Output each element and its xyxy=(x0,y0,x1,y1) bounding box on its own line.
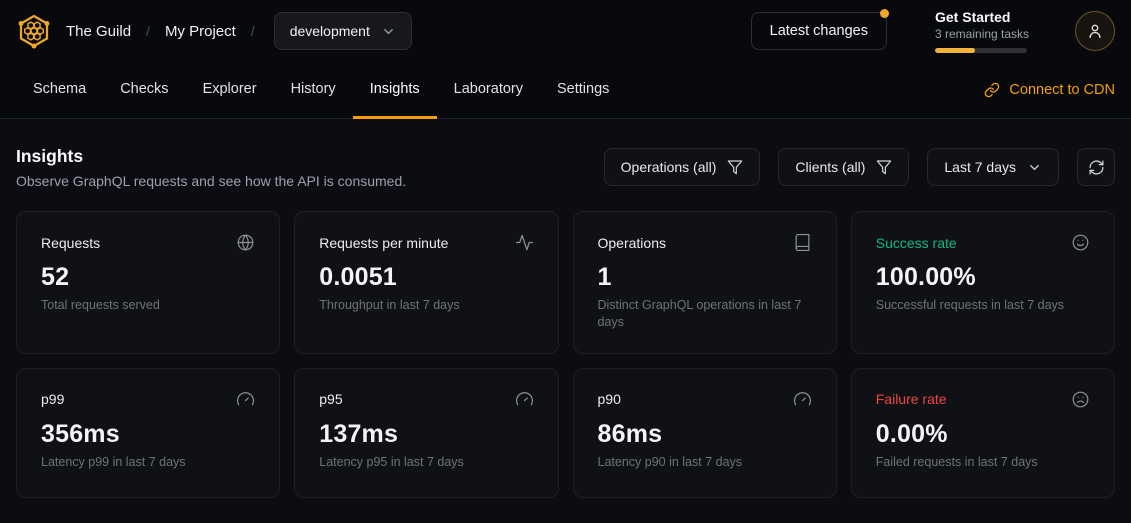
gauge-icon xyxy=(515,390,534,409)
stat-card-failure-rate: Failure rate 0.00% Failed requests in last… xyxy=(850,367,1115,498)
tab-schema[interactable]: Schema xyxy=(33,81,87,97)
card-title: Operations xyxy=(597,234,666,251)
card-title: p99 xyxy=(41,391,65,408)
chevron-down-icon xyxy=(1027,160,1042,175)
card-value: 356ms xyxy=(41,419,120,448)
app-header: The Guild / My Project / development Lat… xyxy=(0,0,1131,62)
stat-card-requests: Requests 52 Total requests served xyxy=(16,211,281,354)
card-title: Failure rate xyxy=(875,391,947,408)
filter-icon xyxy=(876,159,892,175)
page-title: Insights xyxy=(16,146,84,166)
card-value: 52 xyxy=(41,263,70,291)
top-area: The Guild / My Project / development Lat… xyxy=(0,0,1131,119)
stat-card-requests-per-minute: Requests per minute 0.0051 Throughput in l… xyxy=(294,211,559,354)
book-icon xyxy=(793,233,812,252)
user-avatar[interactable] xyxy=(1075,11,1115,51)
card-title: p95 xyxy=(319,391,343,408)
tab-explorer[interactable]: Explorer xyxy=(202,81,257,97)
chevron-down-icon xyxy=(381,24,396,39)
operations-filter-button[interactable]: Operations (all) xyxy=(603,148,761,186)
breadcrumb: The Guild / My Project / development xyxy=(66,12,412,50)
page-description: Observe GraphQL requests and see how the… xyxy=(16,173,407,189)
tab-settings[interactable]: Settings xyxy=(557,81,610,97)
breadcrumb-separator: / xyxy=(250,23,255,39)
card-title: p90 xyxy=(597,391,621,408)
target-selector[interactable]: development xyxy=(273,12,412,50)
stat-card-success-rate: Success rate 100.00% Successful requests i… xyxy=(850,211,1115,354)
clients-filter-button[interactable]: Clients (all) xyxy=(778,148,910,186)
tab-checks[interactable]: Checks xyxy=(120,81,169,97)
stat-card-p90: p90 86ms Latency p90 in last 7 days xyxy=(572,367,837,498)
breadcrumb-org[interactable]: The Guild xyxy=(66,22,132,40)
card-subtitle: Failed requests in last 7 days xyxy=(875,454,1038,469)
get-started-subtitle: 3 remaining tasks xyxy=(935,27,1030,41)
card-subtitle: Latency p99 in last 7 days xyxy=(41,454,186,469)
link-icon xyxy=(984,82,1000,98)
get-started-progress-bar xyxy=(935,48,1027,53)
get-started-widget[interactable]: Get Started 3 remaining tasks xyxy=(935,9,1030,53)
card-value: 0.0051 xyxy=(319,263,397,291)
card-value: 86ms xyxy=(597,419,663,448)
card-subtitle: Throughput in last 7 days xyxy=(319,298,460,312)
activity-icon xyxy=(515,233,534,252)
tab-history[interactable]: History xyxy=(290,81,336,97)
gauge-icon xyxy=(793,390,812,409)
card-title: Requests xyxy=(41,234,101,251)
filter-icon xyxy=(727,159,743,175)
card-value: 1 xyxy=(597,263,612,291)
notification-dot xyxy=(880,9,889,18)
tab-insights[interactable]: Insights xyxy=(352,62,437,119)
connect-to-cdn-label: Connect to CDN xyxy=(1009,82,1115,98)
target-selector-value: development xyxy=(289,23,370,39)
tab-bar: Schema Checks Explorer History Insights Labor… xyxy=(0,62,1131,119)
card-value: 100.00% xyxy=(875,263,976,291)
connect-to-cdn-link[interactable]: Connect to CDN xyxy=(984,62,1115,118)
smile-icon xyxy=(1071,233,1090,252)
period-filter-button[interactable]: Last 7 days xyxy=(927,148,1059,186)
stat-card-p99: p99 356ms Latency p99 in last 7 days xyxy=(16,367,281,498)
period-filter-label: Last 7 days xyxy=(944,159,1016,175)
globe-icon xyxy=(236,233,255,252)
clients-filter-label: Clients (all) xyxy=(795,159,866,175)
tab-laboratory[interactable]: Laboratory xyxy=(453,81,523,97)
filters-toolbar: Operations (all) Clients (all) Last 7 da… xyxy=(603,148,1115,186)
operations-filter-label: Operations (all) xyxy=(620,159,717,175)
user-icon xyxy=(1086,22,1104,40)
card-subtitle: Distinct GraphQL operations in last 7 da… xyxy=(597,298,802,329)
breadcrumb-separator: / xyxy=(146,23,150,39)
latest-changes-label: Latest changes xyxy=(769,23,868,39)
refresh-button[interactable] xyxy=(1077,148,1115,186)
card-title: Success rate xyxy=(875,234,957,251)
get-started-progress-fill xyxy=(935,48,976,53)
card-title: Requests per minute xyxy=(319,234,449,251)
stat-cards-grid: Requests 52 Total requests served Requests … xyxy=(16,211,1115,498)
insights-page: Insights Observe GraphQL requests and se… xyxy=(0,119,1131,498)
card-value: 137ms xyxy=(319,419,399,448)
hive-logo-icon[interactable] xyxy=(16,13,52,49)
card-subtitle: Successful requests in last 7 days xyxy=(875,298,1065,312)
gauge-icon xyxy=(236,390,255,409)
get-started-title: Get Started xyxy=(935,9,1011,25)
card-subtitle: Total requests served xyxy=(41,298,160,312)
stat-card-p95: p95 137ms Latency p95 in last 7 days xyxy=(294,367,559,498)
card-value: 0.00% xyxy=(875,419,948,448)
breadcrumb-project[interactable]: My Project xyxy=(164,22,236,40)
frown-icon xyxy=(1071,390,1090,409)
stat-card-operations: Operations 1 Distinct GraphQL operations i… xyxy=(572,211,837,354)
refresh-icon xyxy=(1088,159,1105,176)
card-subtitle: Latency p90 in last 7 days xyxy=(597,454,743,469)
latest-changes-button[interactable]: Latest changes xyxy=(750,9,889,50)
card-subtitle: Latency p95 in last 7 days xyxy=(319,454,464,469)
